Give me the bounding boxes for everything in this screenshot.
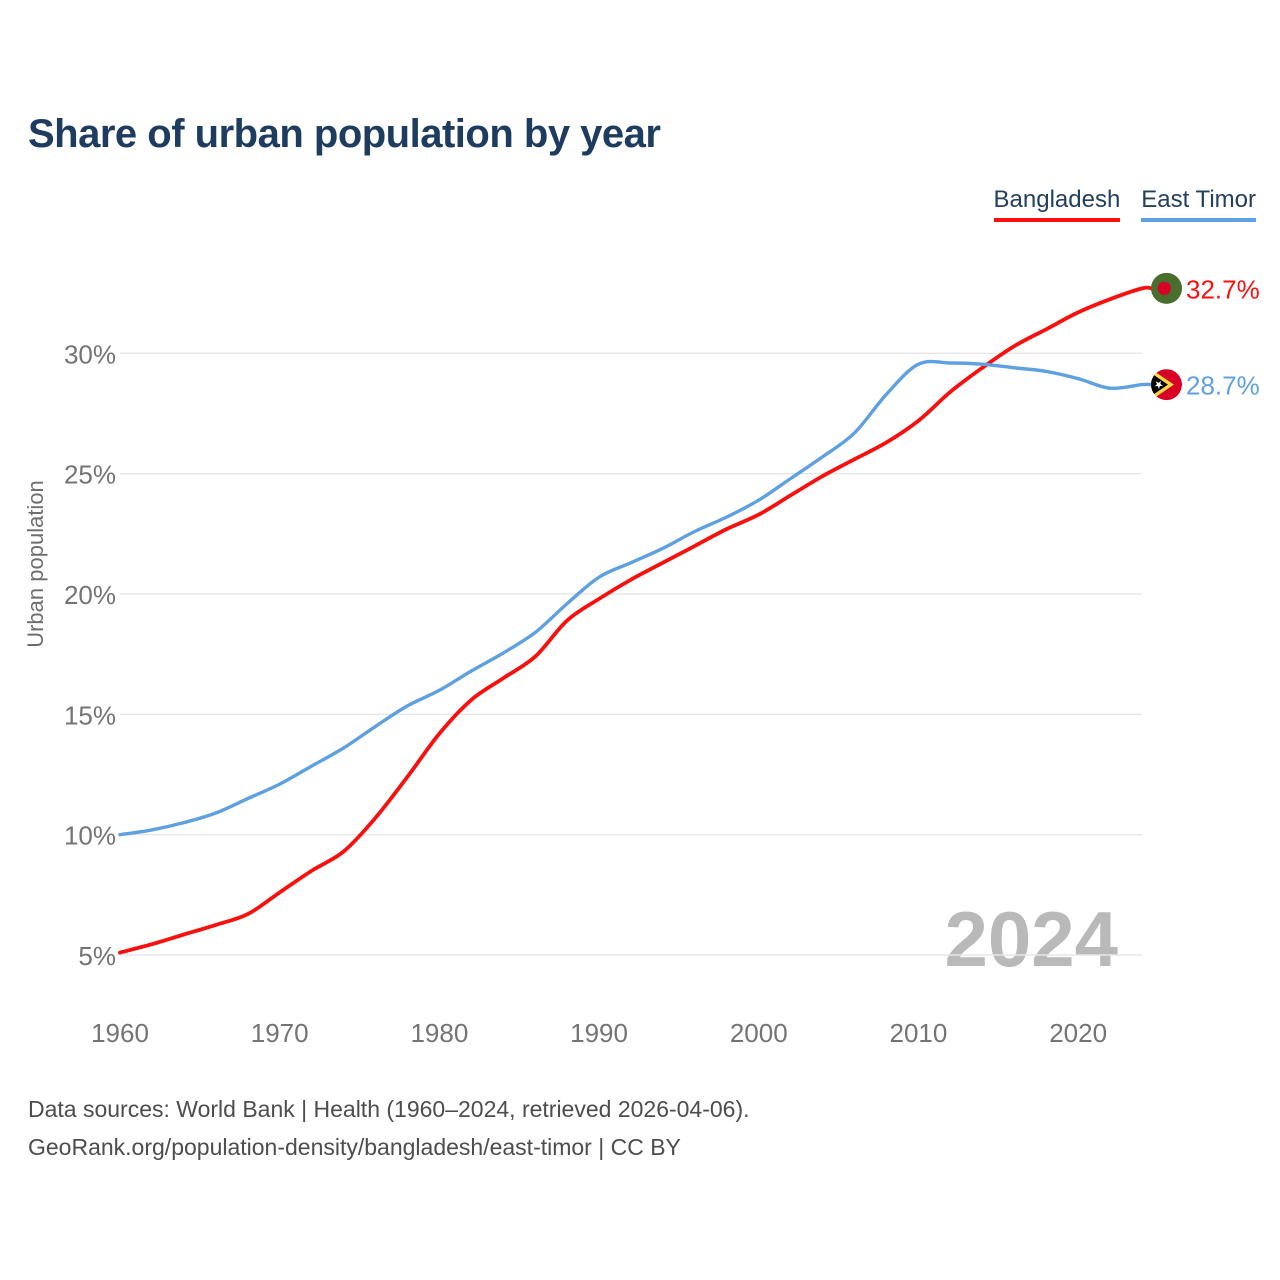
x-tick-label-2000: 2000 bbox=[730, 1018, 788, 1048]
y-axis-title: Urban population bbox=[23, 480, 48, 648]
x-tick-label-2020: 2020 bbox=[1049, 1018, 1107, 1048]
watermark-year: 2024 bbox=[944, 895, 1118, 983]
legend-item-bangladesh[interactable]: Bangladesh bbox=[993, 186, 1121, 222]
y-tick-label-10: 10% bbox=[64, 821, 116, 851]
flag-icon-east-timor bbox=[1151, 369, 1182, 401]
x-tick-label-1970: 1970 bbox=[251, 1018, 309, 1048]
legend-label-east-timor: East Timor bbox=[1141, 186, 1256, 213]
y-tick-label-5: 5% bbox=[78, 941, 116, 971]
page-title: Share of urban population by year bbox=[28, 112, 661, 156]
legend-color-bar-east-timor bbox=[1141, 218, 1256, 222]
x-tick-label-2010: 2010 bbox=[890, 1018, 948, 1048]
legend-label-bangladesh: Bangladesh bbox=[993, 186, 1121, 213]
y-tick-label-20: 20% bbox=[64, 580, 116, 610]
series-line-east-timor bbox=[118, 359, 1154, 837]
chart-legend: Bangladesh East Timor bbox=[993, 186, 1256, 222]
y-tick-label-25: 25% bbox=[64, 460, 116, 490]
end-value-label-bangladesh: 32.7% bbox=[1186, 274, 1260, 304]
x-tick-label-1960: 1960 bbox=[91, 1018, 149, 1048]
y-tick-label-30: 30% bbox=[64, 339, 116, 369]
end-value-label-east-timor: 28.7% bbox=[1186, 371, 1260, 401]
series-line-bangladesh bbox=[118, 285, 1154, 955]
legend-item-east-timor[interactable]: East Timor bbox=[1141, 186, 1256, 222]
flag-icon-bangladesh bbox=[1151, 272, 1182, 304]
x-tick-label-1990: 1990 bbox=[570, 1018, 628, 1048]
y-tick-label-15: 15% bbox=[64, 700, 116, 730]
chart-footer: Data sources: World Bank | Health (1960–… bbox=[28, 1090, 750, 1166]
footer-attribution-link: GeoRank.org/population-density/banglades… bbox=[28, 1134, 681, 1160]
footer-data-sources: Data sources: World Bank | Health (1960–… bbox=[28, 1096, 750, 1122]
x-tick-label-1980: 1980 bbox=[410, 1018, 468, 1048]
legend-color-bar-bangladesh bbox=[993, 218, 1121, 222]
